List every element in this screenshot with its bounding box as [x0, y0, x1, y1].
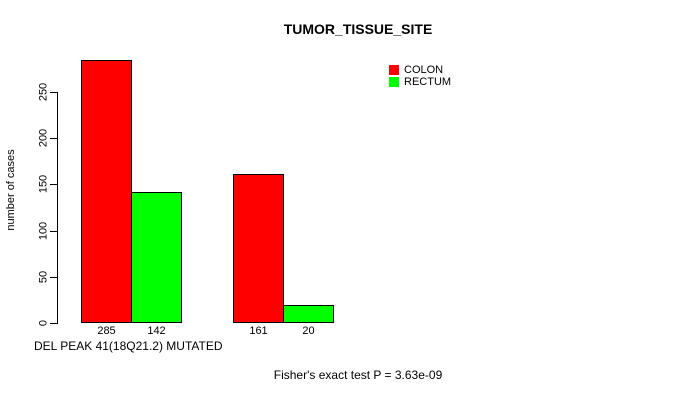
y-axis-tick — [50, 92, 57, 93]
y-axis-tick-label: 250 — [37, 82, 50, 102]
bar-value-label: 285 — [97, 325, 116, 337]
bar-colon-group1 — [81, 59, 132, 323]
legend-swatch-colon — [389, 65, 399, 75]
y-axis-tick-label: 100 — [37, 221, 50, 241]
y-axis-tick — [50, 277, 57, 278]
bar-value-label: 20 — [302, 325, 315, 337]
y-axis-tick-label: 200 — [37, 128, 50, 148]
y-axis-line — [57, 92, 58, 324]
y-axis-tick — [50, 138, 57, 139]
bar-colon-group2 — [233, 174, 284, 323]
legend-label-colon: COLON — [404, 64, 444, 76]
legend-label-rectum: RECTUM — [404, 76, 452, 88]
y-axis-tick-label: 150 — [37, 174, 50, 194]
bar-value-label: 161 — [249, 325, 268, 337]
y-axis-tick — [50, 231, 57, 232]
y-axis-tick — [50, 323, 57, 324]
chart-title: TUMOR_TISSUE_SITE — [283, 21, 433, 37]
legend-swatch-rectum — [389, 77, 399, 87]
bar-value-label: 142 — [147, 325, 166, 337]
fisher-test-annotation: Fisher's exact test P = 3.63e-09 — [273, 368, 443, 382]
bar-rectum-group1 — [131, 191, 182, 323]
y-axis-tick-label: 50 — [37, 270, 50, 284]
y-axis-tick-label: 0 — [37, 319, 50, 327]
y-axis-tick — [50, 184, 57, 185]
x-axis-label: DEL PEAK 41(18Q21.2) MUTATED — [34, 339, 223, 353]
bar-rectum-group2 — [283, 304, 334, 323]
